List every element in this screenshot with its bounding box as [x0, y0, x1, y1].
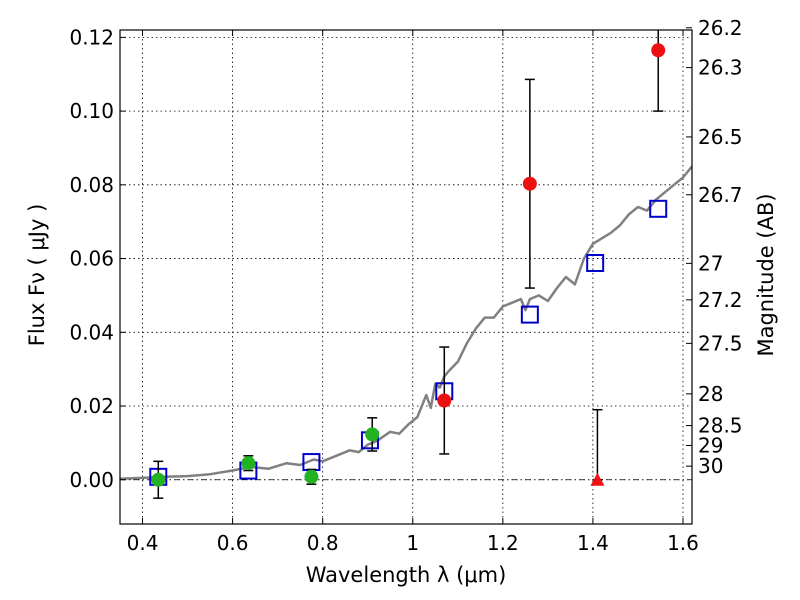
- right-tick-label: 29: [698, 433, 723, 457]
- x-tick-label: 1: [406, 531, 419, 555]
- x-tick-label: 0.8: [307, 531, 339, 555]
- right-tick-label: 26.5: [698, 125, 743, 149]
- x-tick-label: 0.4: [127, 531, 159, 555]
- y-tick-label: 0.06: [69, 247, 114, 271]
- clipped-series: [120, 30, 692, 499]
- right-tick-label: 28: [698, 382, 723, 406]
- nir-point: [651, 43, 666, 58]
- y-tick-label: 0.02: [69, 394, 114, 418]
- y-tick-label: 0.12: [69, 25, 114, 49]
- upper-limit-triangle: [590, 472, 605, 486]
- right-tick-label: 27.5: [698, 331, 743, 355]
- x-tick-label: 1.6: [667, 531, 699, 555]
- optical-point: [365, 427, 380, 442]
- right-tick-label: 26.3: [698, 56, 743, 80]
- y-axis-right-label: Magnitude (AB): [754, 193, 778, 356]
- optical-point: [304, 469, 319, 484]
- optical-point: [241, 456, 256, 471]
- axis-ticks: 0.4 0.6 0.8 1 1.2 1.4 1.6 0.00 0.02 0.04 0.06 0.08 0…: [69, 16, 742, 555]
- model-square: [649, 199, 668, 218]
- plot-frame: [119, 29, 693, 525]
- optical-point: [151, 472, 166, 487]
- nir-point: [437, 393, 452, 408]
- right-tick-label: 30: [698, 454, 723, 478]
- nir-point: [522, 176, 537, 191]
- right-tick-label: 26.2: [698, 16, 743, 40]
- y-tick-label: 0.04: [69, 320, 114, 344]
- grid-lines: [120, 30, 692, 524]
- model-square: [520, 305, 539, 324]
- x-tick-label: 1.4: [577, 531, 609, 555]
- y-tick-label: 0.08: [69, 173, 114, 197]
- spectrum-line: [120, 165, 692, 480]
- model-square: [586, 253, 605, 272]
- x-axis-label: Wavelength λ (μm): [306, 563, 507, 587]
- y-axis-label: Flux Fν ( μJy ): [25, 204, 49, 347]
- y-tick-label: 0.00: [69, 468, 114, 492]
- x-tick-label: 1.2: [487, 531, 519, 555]
- right-tick-label: 27: [698, 251, 723, 275]
- right-tick-label: 27.2: [698, 288, 743, 312]
- data-series: [120, 30, 692, 499]
- y-tick-label: 0.10: [69, 99, 114, 123]
- right-tick-label: 28.5: [698, 414, 743, 438]
- x-tick-label: 0.6: [217, 531, 249, 555]
- right-tick-label: 26.7: [698, 183, 743, 207]
